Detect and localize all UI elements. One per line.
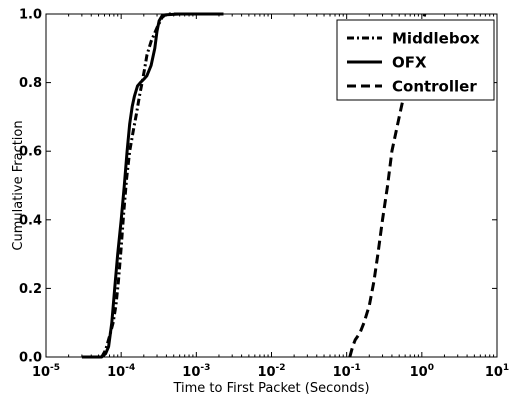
legend-label: Controller — [392, 78, 477, 96]
y-tick-label: 0.8 — [19, 76, 42, 91]
legend: Middlebox OFX Controller — [336, 19, 495, 101]
x-tick-label: 10-5 — [32, 363, 60, 380]
x-tick-label: 10-4 — [107, 363, 135, 380]
x-tick-label: 100 — [410, 363, 434, 380]
series-line-ofx — [81, 12, 224, 359]
legend-label: Middlebox — [392, 30, 480, 48]
y-tick-label: 0.4 — [19, 213, 42, 228]
x-tick-label: 10-2 — [257, 363, 285, 380]
y-axis-ticks: 0.0 0.2 0.4 0.6 0.8 1.0 — [19, 8, 497, 366]
series-line-middlebox — [100, 12, 197, 358]
y-tick-label: 0.2 — [19, 282, 42, 297]
y-tick-label: 0.6 — [19, 145, 42, 160]
y-tick-label: 0.0 — [19, 351, 42, 366]
legend-label: OFX — [392, 54, 427, 72]
y-axis-title: Cumulative Fraction — [11, 120, 26, 250]
y-tick-label: 1.0 — [19, 8, 42, 23]
plot-area — [81, 12, 427, 359]
x-tick-label: 10-1 — [333, 363, 361, 380]
x-tick-label: 101 — [485, 363, 509, 380]
x-axis-title: Time to First Packet (Seconds) — [172, 381, 369, 396]
x-tick-label: 10-3 — [182, 363, 210, 380]
series-line-controller — [348, 13, 427, 358]
